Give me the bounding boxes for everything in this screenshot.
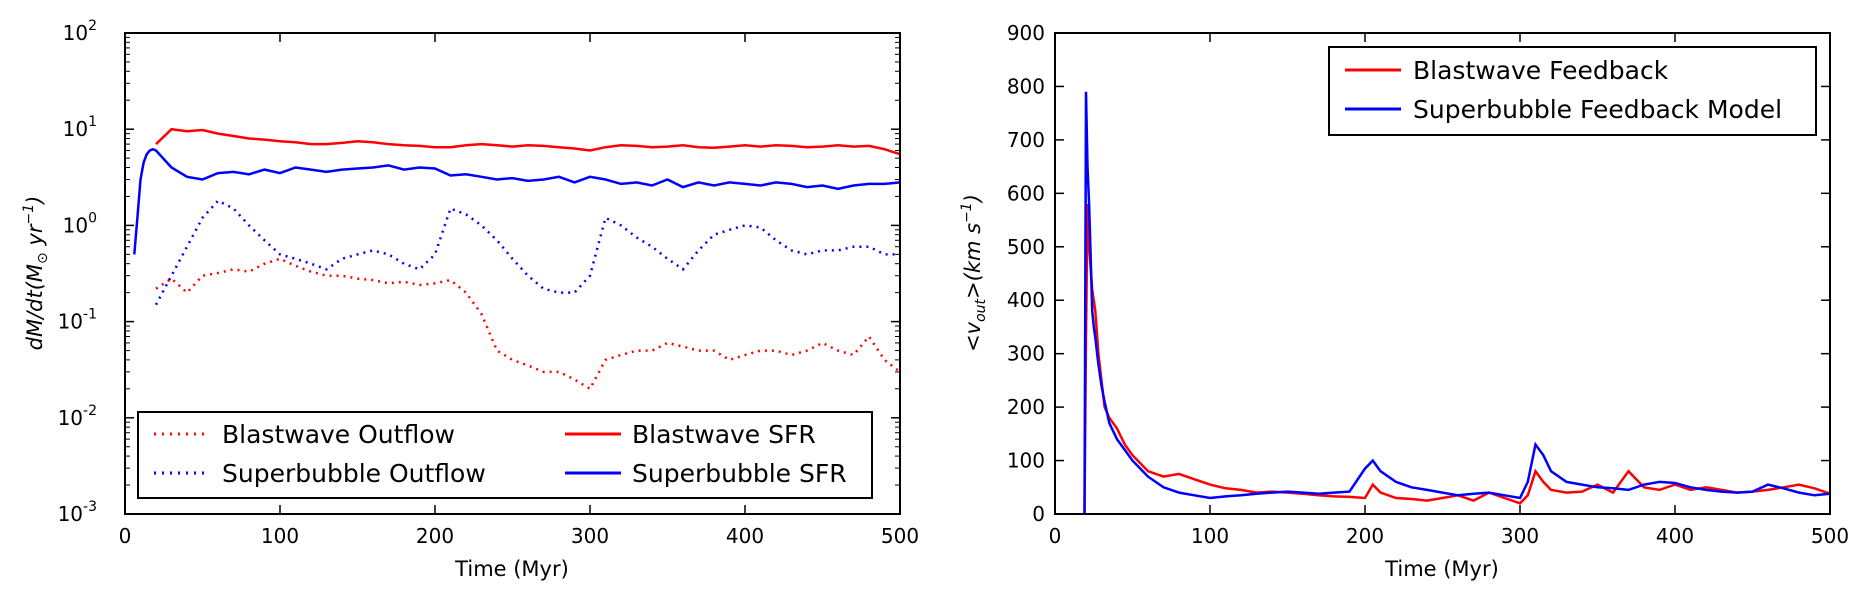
x-tick-label: 0 [119,524,132,548]
legend-label-blastwave-sfr: Blastwave SFR [632,420,816,449]
y-tick-label: 0 [1032,502,1045,526]
x-tick-label: 100 [261,524,299,548]
series-line-blastwave-sfr [155,127,901,156]
y-tick-label: 400 [1007,288,1045,312]
x-tick-label: 500 [1811,524,1849,548]
y-tick-label: 10-2 [58,403,97,430]
left-y-tick-labels: 10-3 10-2 10-1 100 101 102 [58,18,97,526]
y-tick-label: 101 [63,114,97,141]
left-series-lines [133,127,901,391]
series-line-superbubble-outflow [154,199,900,306]
series-line-blastwave-outflow [155,257,901,391]
x-tick-label: 200 [1346,524,1384,548]
x-tick-label: 200 [416,524,454,548]
y-tick-label: 700 [1007,128,1045,152]
series-line-superbubble-sfr [133,147,901,255]
y-tick-label: 500 [1007,235,1045,259]
left-chart-panel: 0 100 200 300 400 500 10-3 10-2 10-1 100 101 102 T… [21,18,919,581]
series-line-superbubble-feedback-model [1083,91,1831,515]
right-x-tick-labels: 0 100 200 300 400 500 [1049,524,1849,548]
y-tick-label: 200 [1007,395,1045,419]
y-tick-label: 600 [1007,181,1045,205]
x-tick-label: 0 [1049,524,1062,548]
right-series-lines [1083,91,1831,515]
left-x-axis-label: Time (Myr) [454,557,569,581]
legend-label-superbubble-sfr: Superbubble SFR [632,459,847,488]
y-tick-label: 102 [63,18,97,45]
x-tick-label: 400 [1656,524,1694,548]
left-plot-frame [124,32,901,515]
right-x-axis-label: Time (Myr) [1384,557,1499,581]
x-tick-label: 300 [571,524,609,548]
left-legend-box [137,411,873,499]
y-tick-label: 300 [1007,342,1045,366]
y-tick-label: 10-1 [58,307,97,334]
right-y-tick-labels: 0 100 200 300 400 500 600 700 800 900 [1007,21,1045,526]
x-tick-label: 300 [1501,524,1539,548]
legend-label-blastwave-outflow: Blastwave Outflow [222,420,455,449]
legend-label-superbubble-feedback-model: Superbubble Feedback Model [1413,95,1782,124]
x-tick-label: 100 [1191,524,1229,548]
right-legend-box [1328,46,1817,136]
legend-label-blastwave-feedback: Blastwave Feedback [1413,56,1669,85]
right-plot-frame [1054,32,1831,515]
y-tick-label: 100 [1007,449,1045,473]
y-tick-label: 100 [63,210,97,237]
legend-label-superbubble-outflow: Superbubble Outflow [222,459,486,488]
y-tick-label: 800 [1007,74,1045,98]
left-legend: Blastwave Outflow Superbubble Outflow Bl… [137,411,873,499]
x-tick-label: 400 [726,524,764,548]
y-tick-label: 900 [1007,21,1045,45]
right-y-axis-label: <vout>(km s−1) [959,194,989,352]
y-tick-label: 10-3 [58,499,97,526]
left-x-tick-labels: 0 100 200 300 400 500 [119,524,919,548]
x-tick-label: 500 [881,524,919,548]
left-y-axis-label: dM/dt(M⊙ yr−1) [21,196,51,351]
series-line-blastwave-feedback [1083,203,1831,515]
right-legend: Blastwave Feedback Superbubble Feedback … [1328,46,1817,136]
right-chart-panel: 0 100 200 300 400 500 0 100 200 300 400 500 600 700 8… [959,21,1849,581]
